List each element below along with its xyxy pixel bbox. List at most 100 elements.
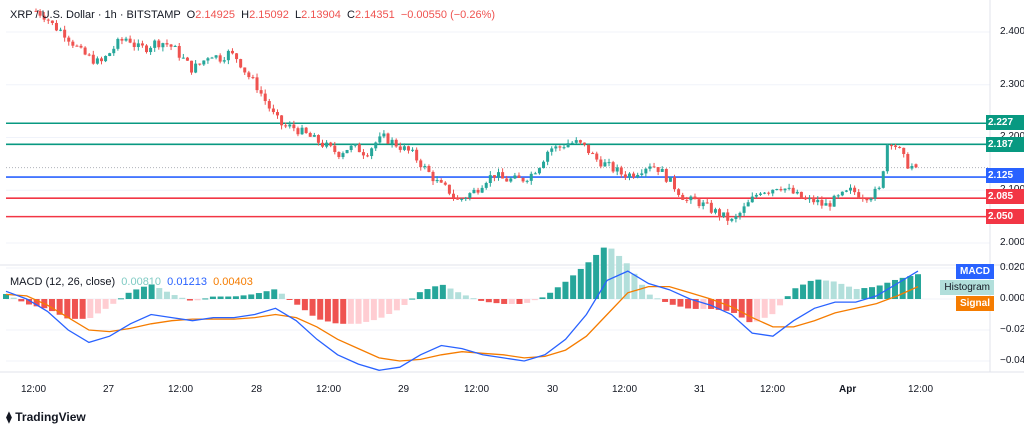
candle-up	[116, 38, 120, 49]
hist-bar-positive	[409, 298, 416, 300]
hist-bar-negative	[301, 299, 308, 311]
hist-bar-positive	[547, 292, 554, 299]
candle-up	[877, 187, 881, 189]
candle-up	[713, 209, 717, 213]
hist-bar-negative	[738, 299, 745, 318]
candle-up	[423, 165, 427, 168]
candle-up	[849, 187, 853, 191]
hist-bar-negative	[79, 299, 86, 319]
hist-bar-negative	[347, 299, 354, 324]
candle-up	[533, 173, 537, 175]
hist-bar-negative	[761, 299, 768, 318]
hist-bar-positive	[593, 254, 600, 299]
hist-bar-positive	[248, 294, 255, 299]
hist-bar-negative	[685, 299, 692, 309]
candle-down	[415, 149, 419, 161]
candle-down	[361, 152, 365, 156]
macd-signal-value: 0.00403	[213, 276, 253, 288]
candle-down	[190, 60, 194, 73]
candle-down	[632, 173, 636, 178]
level-tag: 2.085	[986, 189, 1024, 204]
hist-bar-negative	[754, 299, 761, 322]
open-value: 2.14925	[195, 9, 235, 21]
hist-bar-negative	[64, 299, 71, 319]
candle-up	[763, 192, 767, 194]
macd-axis-label: −0.040	[1000, 355, 1024, 366]
hist-bar-positive	[202, 298, 209, 300]
candle-up	[345, 150, 349, 154]
candle-down	[42, 15, 46, 20]
candle-up	[795, 191, 799, 194]
hist-bar-positive	[455, 292, 462, 299]
hist-bar-negative	[324, 299, 331, 322]
candle-up	[607, 162, 611, 164]
hist-bar-negative	[355, 299, 362, 324]
hist-bar-positive	[439, 284, 446, 299]
candle-up	[402, 146, 406, 150]
candle-down	[652, 166, 656, 168]
candle-down	[321, 142, 325, 147]
time-axis-label: 12:00	[316, 384, 342, 395]
hist-bar-positive	[608, 248, 615, 299]
candle-up	[108, 53, 112, 56]
candle-down	[308, 133, 312, 137]
tradingview-logo[interactable]: ⧫ TradingView	[6, 410, 86, 424]
candle-up	[730, 218, 734, 221]
candle-down	[705, 202, 709, 204]
hist-bar-positive	[639, 284, 646, 299]
candle-down	[894, 145, 898, 147]
candle-down	[91, 54, 95, 64]
hist-bar-positive	[807, 280, 814, 299]
candle-up	[112, 48, 116, 54]
candle-down	[476, 189, 480, 193]
hist-bar-negative	[708, 299, 715, 309]
hist-bar-positive	[271, 289, 278, 299]
price-axis-label: 2.000	[1000, 237, 1024, 248]
candle-up	[509, 178, 513, 182]
candle-down	[902, 147, 906, 155]
hist-bar-negative	[87, 299, 94, 319]
hist-bar-positive	[225, 296, 232, 299]
candle-down	[865, 199, 869, 201]
hist-bar-negative	[71, 299, 78, 319]
hist-bar-positive	[240, 295, 247, 299]
candle-up	[382, 133, 386, 137]
candle-down	[812, 198, 816, 203]
candle-down	[582, 142, 586, 145]
candle-up	[222, 60, 226, 62]
macd-header: MACD (12, 26, close) 0.00810 0.01213 0.0…	[10, 276, 253, 288]
hist-bar-positive	[133, 289, 140, 299]
hist-bar-negative	[56, 299, 63, 315]
time-axis-label: 12:00	[168, 384, 194, 395]
hist-bar-positive	[616, 255, 623, 299]
brand-name: TradingView	[15, 410, 86, 424]
hist-bar-negative	[692, 299, 699, 309]
candle-down	[177, 45, 181, 58]
hist-bar-positive	[263, 291, 270, 299]
candle-down	[889, 145, 893, 147]
hist-bar-positive	[447, 288, 454, 299]
hist-bar-positive	[646, 294, 653, 299]
macd-indicator-label: MACD (12, 26, close)	[10, 276, 116, 288]
candle-up	[844, 190, 848, 192]
hist-bar-positive	[884, 282, 891, 299]
macd-histogram	[3, 247, 921, 324]
hist-bar-positive	[853, 288, 860, 299]
hist-bar-positive	[554, 287, 561, 299]
hist-bar-negative	[25, 299, 32, 305]
candle-up	[497, 172, 501, 178]
time-axis-label: 12:00	[464, 384, 490, 395]
candle-up	[758, 193, 762, 195]
candle-down	[685, 199, 689, 201]
candle-down	[492, 175, 496, 178]
hist-bar-positive	[899, 277, 906, 299]
time-axis-label: 28	[251, 384, 263, 395]
hist-bar-negative	[700, 299, 707, 309]
candle-up	[689, 196, 693, 201]
candle-down	[419, 160, 423, 168]
time-axis-label: 27	[103, 384, 115, 395]
hist-bar-negative	[102, 299, 109, 309]
candle-up	[161, 43, 165, 48]
hist-bar-negative	[363, 299, 370, 322]
